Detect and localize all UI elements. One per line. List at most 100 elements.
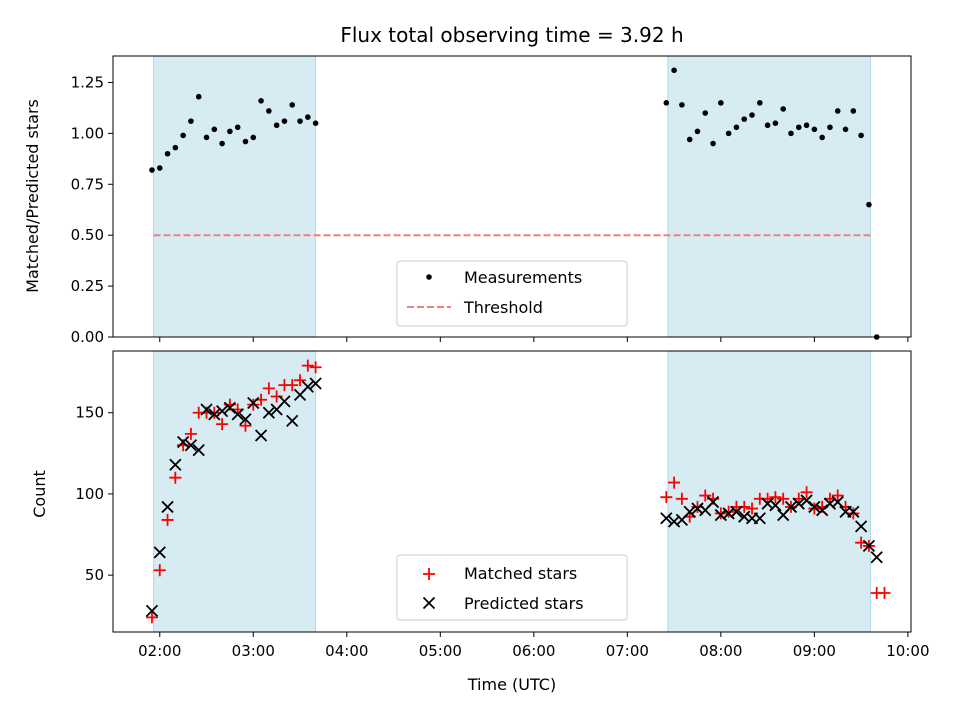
matched-star-point <box>247 398 260 411</box>
bottom-x-tick-label: 05:00 <box>419 642 462 660</box>
bottom-x-tick-label: 04:00 <box>325 642 368 660</box>
bottom-y-axis-label: Count <box>30 470 49 518</box>
bottom-legend: Matched stars Predicted stars <box>396 554 628 621</box>
matched-star-point <box>831 489 844 502</box>
measurement-point <box>679 102 685 108</box>
predicted-star-point <box>161 500 174 514</box>
top-y-tick-label: 0.25 <box>71 277 104 295</box>
predicted-star-point <box>286 414 299 427</box>
predicted-star-point <box>730 505 743 518</box>
measurement-point <box>305 114 311 120</box>
measurement-point <box>219 140 225 147</box>
measurement-point <box>195 93 202 100</box>
bottom-y-tick-label: 50 <box>85 566 104 584</box>
predicted-star-point <box>792 497 805 510</box>
matched-star-point <box>769 491 782 504</box>
predicted-star-point <box>683 505 696 518</box>
legend-label-predicted: Predicted stars <box>464 594 584 613</box>
measurement-point <box>266 108 272 114</box>
predicted-star-point <box>169 458 182 471</box>
predicted-star-point <box>200 403 213 416</box>
predicted-star-point <box>215 404 229 418</box>
bottom-x-tick-label: 07:00 <box>606 642 649 660</box>
predicted-star-point <box>184 439 198 452</box>
measurement-point <box>811 126 818 133</box>
predicted-star-point <box>153 546 166 559</box>
predicted-star-point <box>247 396 260 410</box>
top-legend-box <box>396 260 628 327</box>
predicted-star-point <box>301 380 314 393</box>
matched-star-point <box>184 427 197 440</box>
bottom-x-tick-label: 09:00 <box>793 642 836 660</box>
measurement-point <box>242 138 249 145</box>
measurement-point <box>289 102 296 108</box>
predicted-star-point <box>278 395 291 408</box>
predicted-star-point <box>309 377 322 390</box>
measurement-point <box>788 130 794 137</box>
measurement-point <box>858 132 864 139</box>
measurement-point <box>250 134 257 141</box>
matched-star-point <box>878 587 891 600</box>
top-shaded-interval <box>153 55 317 338</box>
measurement-point <box>156 165 163 171</box>
bottom-shaded-interval <box>153 350 317 633</box>
matched-star-point <box>668 476 681 489</box>
matched-star-point <box>239 419 252 432</box>
predicted-star-point <box>800 494 813 507</box>
measurement-point <box>795 124 802 131</box>
measurement-point <box>749 112 755 118</box>
predicted-star-point <box>192 443 205 457</box>
measurement-point <box>772 120 779 126</box>
matched-star-point <box>153 564 166 577</box>
measurement-point <box>180 132 186 139</box>
top-y-axis-label: Matched/Predicted stars <box>23 99 42 293</box>
measurement-point <box>686 136 693 143</box>
top-shaded-interval <box>667 55 871 338</box>
predicted-star-point <box>223 401 237 414</box>
measurement-point <box>764 122 771 129</box>
legend-marker-matched <box>423 568 435 580</box>
measurement-point <box>273 122 280 129</box>
matched-star-point <box>847 507 860 520</box>
bottom-shaded-interval <box>667 350 871 633</box>
top-y-tick-label: 0.50 <box>71 226 104 244</box>
predicted-star-point <box>145 604 159 618</box>
measurement-point <box>780 106 786 112</box>
bottom-x-tick-label: 06:00 <box>512 642 555 660</box>
top-plot-frame <box>112 55 912 338</box>
predicted-star-point <box>177 435 190 449</box>
top-y-tick-label: 1.00 <box>71 124 104 142</box>
measurement-point <box>227 128 233 135</box>
measurement-point <box>671 67 677 74</box>
predicted-star-point <box>847 505 860 518</box>
measurement-point <box>258 97 264 104</box>
matched-star-point <box>746 502 759 515</box>
matched-star-point <box>660 491 673 504</box>
predicted-star-point <box>862 539 876 553</box>
measurement-point <box>757 100 763 106</box>
measurement-point <box>172 144 179 151</box>
predicted-star-point <box>208 408 221 421</box>
predicted-star-point <box>808 500 821 514</box>
measurement-point <box>741 116 748 122</box>
measurement-point <box>188 118 194 124</box>
matched-star-point <box>777 492 790 505</box>
predicted-star-point <box>870 551 883 564</box>
bottom-panel: 50 100 150 02:00 03:00 04:00 05:00 06:00 07:00 08… <box>75 350 930 660</box>
measurement-point <box>725 130 732 137</box>
legend-marker-predicted <box>422 596 436 610</box>
x-axis-label: Time (UTC) <box>467 675 556 694</box>
top-legend: Measurements Threshold <box>396 260 628 327</box>
top-y-tick-label: 1.25 <box>71 73 104 91</box>
matched-star-point <box>699 489 712 502</box>
top-y-tick-label: 0.75 <box>71 175 104 193</box>
measurement-point <box>873 334 880 340</box>
top-panel: 0.00 0.25 0.50 0.75 1.00 1.25 <box>71 55 912 346</box>
matched-star-point <box>808 502 821 515</box>
measurement-point <box>702 110 709 116</box>
measurement-point <box>827 124 833 131</box>
matched-star-point <box>301 359 314 372</box>
legend-label-threshold: Threshold <box>463 298 543 317</box>
predicted-star-point <box>769 499 782 512</box>
